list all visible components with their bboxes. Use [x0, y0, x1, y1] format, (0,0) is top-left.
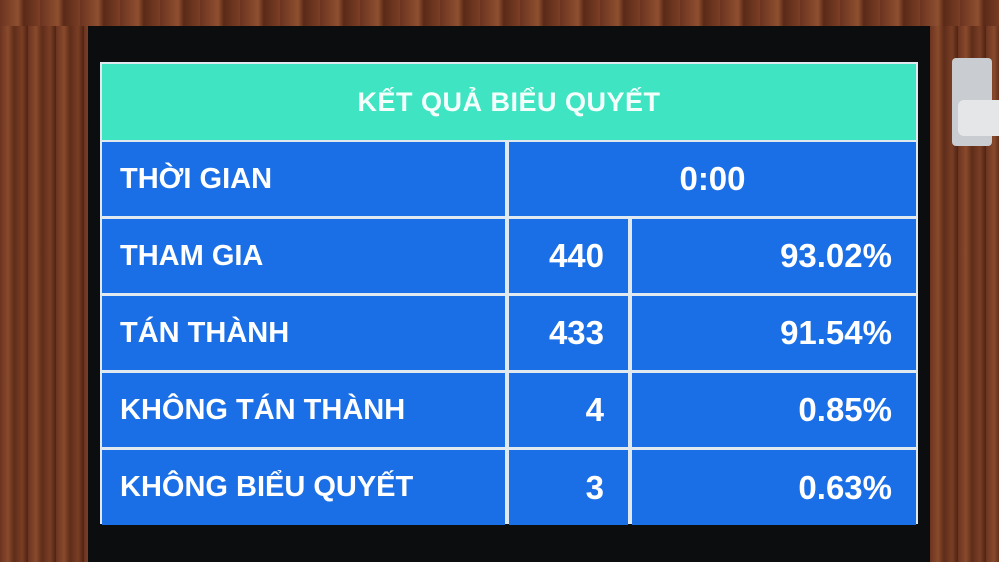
row-percent: 0.63%: [632, 450, 916, 525]
board-title: KẾT QUẢ BIỂU QUYẾT: [102, 64, 916, 140]
time-value: 0:00: [509, 142, 916, 216]
row-label: TÁN THÀNH: [102, 296, 505, 370]
row-label: KHÔNG TÁN THÀNH: [102, 373, 505, 447]
row-count: 433: [509, 296, 628, 370]
row-label: THAM GIA: [102, 219, 505, 293]
row-percent: 0.85%: [632, 373, 916, 447]
row-percent: 93.02%: [632, 219, 916, 293]
wood-panel-left: [0, 26, 88, 562]
vote-results-board: KẾT QUẢ BIỂU QUYẾT THỜI GIAN 0:00 THAM G…: [100, 62, 918, 525]
row-count: 440: [509, 219, 628, 293]
row-count: 4: [509, 373, 628, 447]
camera-lens: [958, 100, 999, 136]
row-percent: 91.54%: [632, 296, 916, 370]
time-label: THỜI GIAN: [102, 142, 505, 216]
row-count: 3: [509, 450, 628, 525]
row-label: KHÔNG BIỂU QUYẾT: [102, 450, 505, 525]
wood-panel-top: [0, 0, 999, 26]
